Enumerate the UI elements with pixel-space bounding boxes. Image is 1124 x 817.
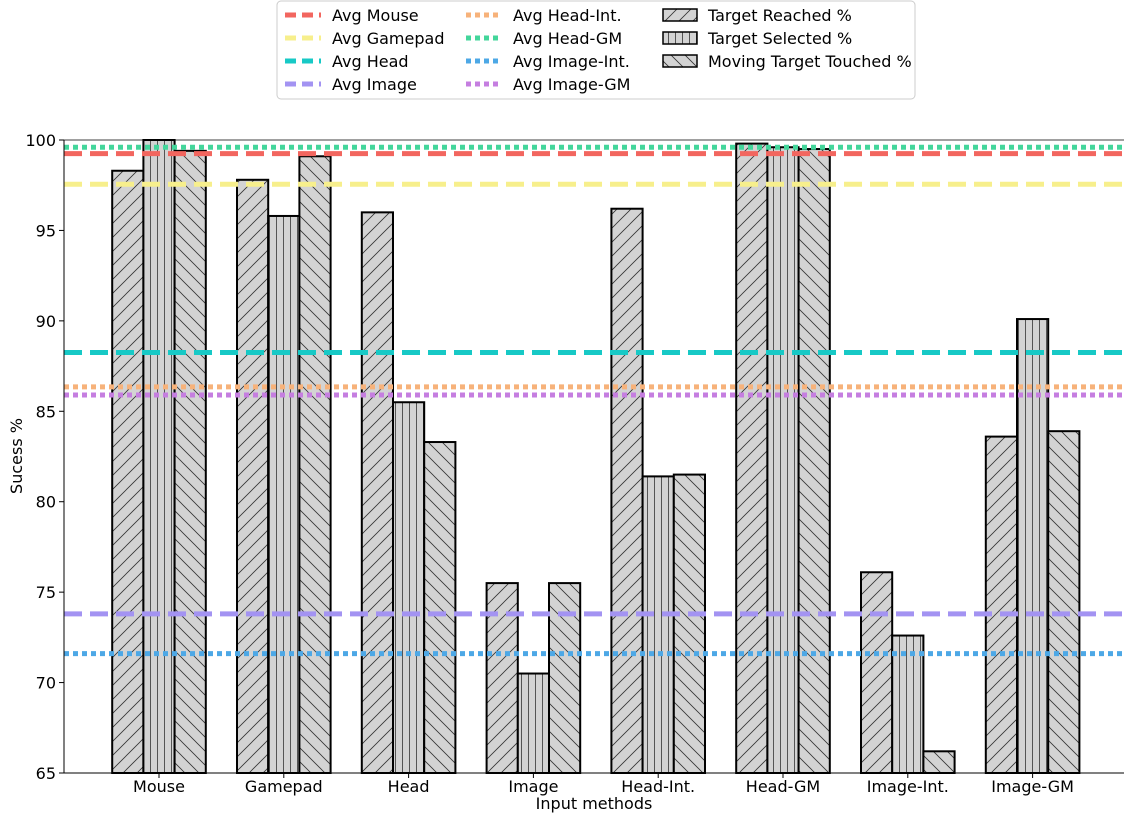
bar-mouse-target-selected bbox=[142, 139, 176, 774]
bar-head-moving-target-touched bbox=[423, 441, 457, 774]
bar-head-gm-moving-target-touched bbox=[797, 148, 831, 775]
y-tick-label-90: 90 bbox=[36, 312, 56, 331]
y-tick-label-100: 100 bbox=[25, 131, 56, 150]
x-tick-label-gamepad: Gamepad bbox=[245, 777, 323, 796]
legend-label-avg-image: Avg Image bbox=[332, 75, 417, 94]
x-tick-label-image: Image bbox=[508, 777, 558, 796]
bar-image-gm-target-reached bbox=[984, 435, 1018, 774]
y-axis-label: Sucess % bbox=[7, 418, 26, 494]
legend-label-moving-target-touched: Moving Target Touched % bbox=[708, 52, 912, 71]
bar-head-int-target-selected bbox=[641, 475, 675, 774]
legend-label-avg-head-gm: Avg Head-GM bbox=[513, 29, 622, 48]
legend-label-avg-mouse: Avg Mouse bbox=[332, 6, 419, 25]
legend-label-avg-gamepad: Avg Gamepad bbox=[332, 29, 444, 48]
bar-gamepad-moving-target-touched bbox=[298, 155, 332, 774]
axes-layer: 65 70 75 80 85 90 95 100 Mouse Gamepad Head Image He… bbox=[25, 131, 1124, 796]
bar-image-int-target-reached bbox=[860, 571, 894, 775]
legend-label-avg-image-int: Avg Image-Int. bbox=[513, 52, 630, 71]
y-tick-label-70: 70 bbox=[36, 674, 56, 693]
y-tick-label-85: 85 bbox=[36, 402, 56, 421]
legend-label-target-selected: Target Selected % bbox=[707, 29, 852, 48]
bar-gamepad-target-selected bbox=[267, 214, 301, 774]
bar-head-gm-target-reached bbox=[735, 142, 769, 775]
y-tick-label-75: 75 bbox=[36, 583, 56, 602]
x-tick-label-image-int: Image-Int. bbox=[867, 777, 949, 796]
bar-head-int-target-reached bbox=[610, 207, 644, 774]
bar-mouse-moving-target-touched bbox=[173, 149, 207, 774]
bar-image-int-moving-target-touched bbox=[922, 750, 956, 774]
legend-label-avg-head-int: Avg Head-Int. bbox=[513, 6, 622, 25]
bar-image-int-target-selected bbox=[891, 634, 925, 775]
bar-image-gm-moving-target-touched bbox=[1047, 430, 1081, 774]
bars-layer bbox=[111, 139, 1081, 775]
legend-label-target-reached: Target Reached % bbox=[707, 6, 852, 25]
legend-swatch-moving-target-touched bbox=[662, 54, 698, 68]
x-axis-label: Input methods bbox=[536, 794, 653, 813]
bar-head-target-selected bbox=[392, 401, 426, 774]
bar-head-gm-target-selected bbox=[766, 146, 800, 774]
x-tick-label-image-gm: Image-GM bbox=[991, 777, 1074, 796]
legend-label-avg-head: Avg Head bbox=[332, 52, 409, 71]
x-tick-label-head: Head bbox=[388, 777, 430, 796]
y-tick-label-65: 65 bbox=[36, 764, 56, 783]
legend-swatch-target-reached bbox=[662, 8, 698, 22]
x-tick-label-head-int: Head-Int. bbox=[621, 777, 695, 796]
bar-image-target-selected bbox=[516, 672, 550, 774]
x-tick-label-head-gm: Head-GM bbox=[746, 777, 820, 796]
y-tick-label-80: 80 bbox=[36, 493, 56, 512]
bar-gamepad-target-reached bbox=[236, 178, 270, 774]
x-tick-label-mouse: Mouse bbox=[133, 777, 185, 796]
bar-head-target-reached bbox=[360, 211, 394, 775]
legend: Avg Mouse Avg Gamepad Avg Head Avg Image Avg… bbox=[276, 0, 916, 100]
legend-frame bbox=[276, 0, 916, 100]
legend-swatch-target-selected bbox=[662, 31, 698, 45]
bar-mouse-target-reached bbox=[111, 169, 145, 774]
bar-head-int-moving-target-touched bbox=[672, 473, 706, 774]
reference-lines-layer bbox=[64, 144, 1124, 657]
legend-label-avg-image-gm: Avg Image-GM bbox=[513, 75, 630, 94]
y-tick-label-95: 95 bbox=[36, 221, 56, 240]
